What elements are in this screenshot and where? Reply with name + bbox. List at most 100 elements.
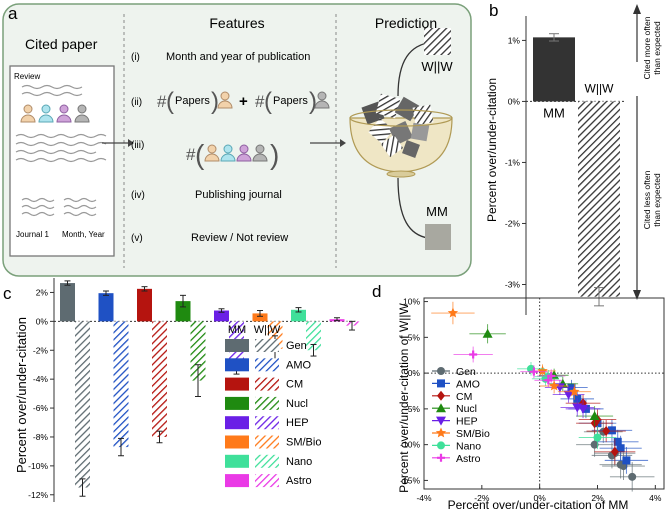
panel-label-d: d <box>372 282 381 301</box>
x-tick-label-d: -4% <box>416 493 432 503</box>
x-tick-label-d: 4% <box>649 493 662 503</box>
panel-label-a: a <box>8 4 18 23</box>
y-tick-label-c: -2% <box>33 345 49 355</box>
legend-swatch-mm-amo <box>225 358 249 372</box>
feature-text-4: Publishing journal <box>195 189 282 201</box>
axes-c: 2% 0% -2% -4% -6% -8% -10% -12% <box>28 278 360 502</box>
bar-ww-amo <box>113 321 129 448</box>
plot-frame-d <box>423 297 665 490</box>
prediction-mm-square <box>425 224 451 250</box>
feature-ii-formula: # ( Papers ) + # ( Papers ) <box>157 88 330 115</box>
point-hep <box>572 403 583 413</box>
axes-d: -4% -2% 0% 2% 4% 10% 5% 0% -5% -10% -15% <box>400 297 665 503</box>
author-icon <box>204 144 220 162</box>
legend-label-smbio: SM/Bio <box>286 437 321 449</box>
paren-open: ( <box>195 139 205 170</box>
legend-swatch-ww-cm <box>255 377 279 391</box>
papers-label: Papers <box>273 95 308 107</box>
legend-label-nucl: Nucl <box>456 403 477 415</box>
y-tick-label-d: 0% <box>408 368 421 378</box>
hash-symbol: # <box>157 92 167 111</box>
y-tick-label-c: -4% <box>33 374 49 384</box>
journal-label: Journal 1 <box>16 230 49 239</box>
legend-label-hep: HEP <box>286 417 309 429</box>
plus-symbol: + <box>239 93 248 110</box>
legend-swatch-ww-astro <box>255 474 279 488</box>
legend-c: MM W||W Gen AMO CM Nucl HEP SM/Bio Nano Astro <box>225 324 321 488</box>
legend-swatch-ww-smbio <box>255 435 279 449</box>
bar-mm-nucl <box>175 301 191 322</box>
author-icon <box>236 144 252 162</box>
col-title-cited: Cited paper <box>25 36 98 52</box>
feature-num-2: (ii) <box>131 97 142 108</box>
author-icon <box>252 144 268 162</box>
legend-swatch-mm-hep <box>225 416 249 430</box>
point-amo <box>613 437 622 446</box>
panel-label-b: b <box>489 1 498 20</box>
legend-swatch-mm-astro <box>225 474 249 488</box>
legend-label-nano: Nano <box>286 456 312 468</box>
y-tick-label-b: -2% <box>505 218 521 228</box>
y-tick-label-d: -10% <box>400 440 420 450</box>
prediction-ww-label: W||W <box>421 59 453 74</box>
x-tick-label-d: 0% <box>534 493 547 503</box>
legend-marker-nano <box>437 441 445 450</box>
panel-d: d Percent over/under-citation of MM Perc… <box>372 282 665 512</box>
feature-text-1: Month and year of publication <box>166 51 310 63</box>
legend-swatch-ww-gen <box>255 339 279 352</box>
point-gen <box>628 472 637 481</box>
y-tick-label-c: 0% <box>36 316 49 326</box>
x-tick-label-d: 2% <box>591 493 604 503</box>
legend-label-cm: CM <box>456 391 472 403</box>
col-title-features: Features <box>209 15 264 31</box>
legend-header-mm: MM <box>228 324 246 336</box>
author-icon <box>38 104 54 123</box>
bar-ww-cm <box>152 321 167 437</box>
arrow-icon <box>102 139 134 147</box>
legend-label-smbio: SM/Bio <box>456 428 490 440</box>
point-nano <box>593 433 602 442</box>
legend-swatch-ww-amo <box>255 358 279 372</box>
category-label-ww: W||W <box>585 81 615 95</box>
bar-mm-smbio <box>252 313 268 322</box>
point-astro <box>469 350 478 359</box>
y-tick-label-c: -6% <box>33 403 49 413</box>
paren-close: ) <box>211 88 219 115</box>
point-amo <box>616 444 625 453</box>
paren-open: ( <box>166 88 174 115</box>
bar-mm-cm <box>137 288 152 322</box>
paper-illustration: Review Journal 1 <box>9 65 115 257</box>
point-nucl <box>589 411 600 421</box>
y-tick-label-c: -10% <box>28 461 48 471</box>
legend-swatch-mm-nucl <box>225 396 249 410</box>
y-axis-label-b: Percent over/under-citation <box>485 78 499 222</box>
bar-ww-nucl <box>190 321 206 381</box>
model-bowl-illustration <box>349 93 453 178</box>
author-icon <box>217 91 233 109</box>
point-amo <box>607 426 616 435</box>
legend-marker-smbio <box>435 427 447 438</box>
feature-num-1: (i) <box>131 52 140 63</box>
prediction-ww-square <box>424 28 451 55</box>
annotation-less: Cited less oftenthan expected <box>642 170 662 229</box>
point-nucl <box>482 328 493 338</box>
legend-label-astro: Astro <box>456 453 481 465</box>
legend-swatch-ww-nucl <box>255 396 279 410</box>
legend-swatch-ww-nano <box>255 454 279 468</box>
point-amo <box>622 456 631 465</box>
bar-mm-amo <box>98 293 114 322</box>
point-smbio <box>548 380 560 391</box>
feature-text-5: Review / Not review <box>191 232 288 244</box>
panel-label-c: c <box>3 284 12 303</box>
legend-label-cm: CM <box>286 379 303 391</box>
y-tick-label-d: -5% <box>405 404 421 414</box>
y-tick-label-c: -8% <box>33 432 49 442</box>
prediction-mm-label: MM <box>426 204 448 219</box>
point-smbio <box>447 307 459 318</box>
point-astro <box>547 371 556 380</box>
panel-b: b Percent over/under-citation 1% 0% -1% -2%… <box>485 1 662 315</box>
legend-marker-hep <box>436 416 446 426</box>
bar-mm-gen <box>60 283 75 322</box>
